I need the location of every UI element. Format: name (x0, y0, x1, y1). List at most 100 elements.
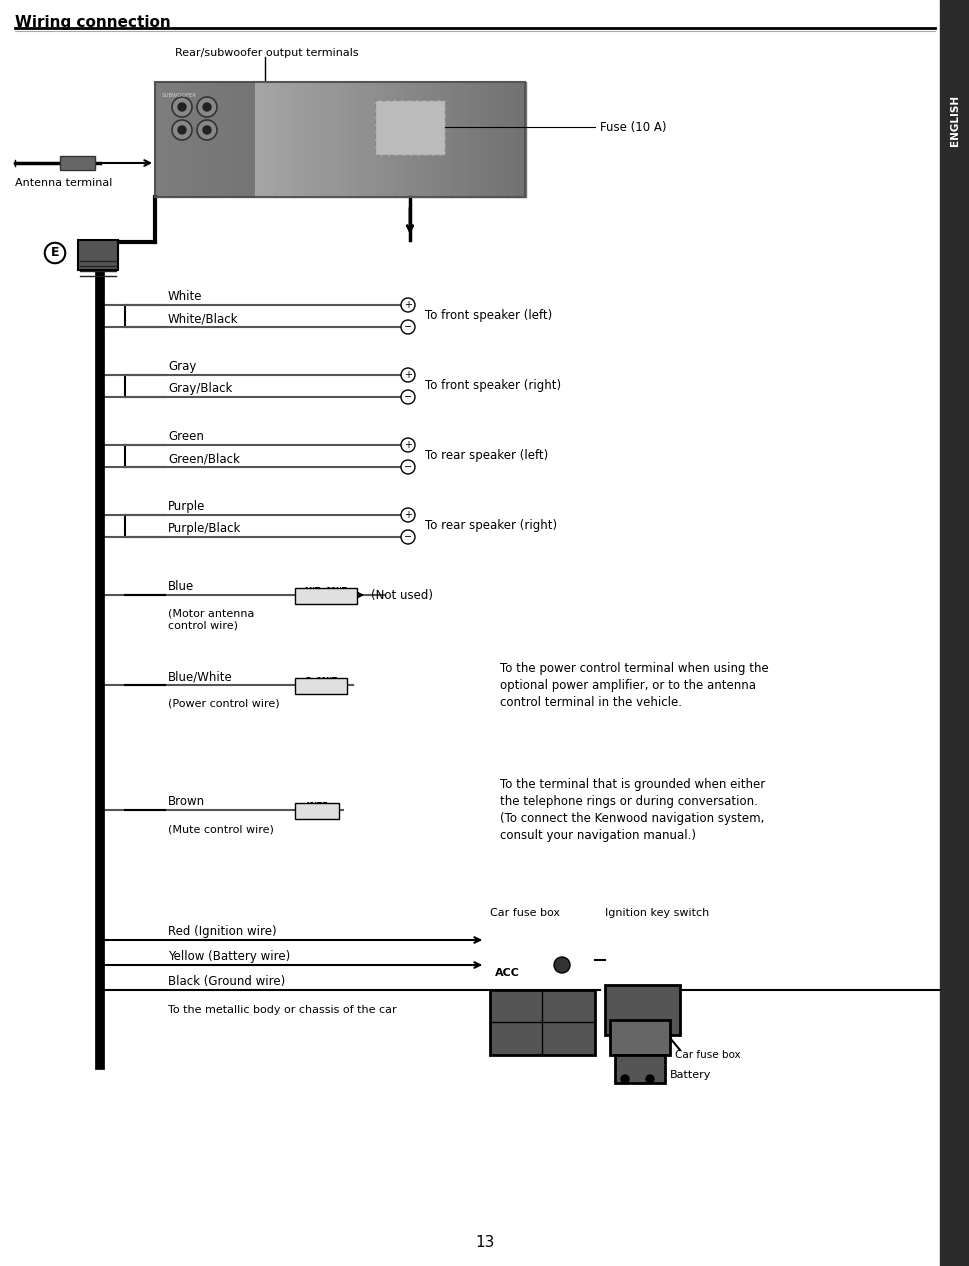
Circle shape (400, 320, 415, 334)
Bar (605, 985, 679, 1036)
Bar (497, 82, 507, 197)
Text: −: − (403, 322, 412, 332)
Text: (Not used): (Not used) (370, 589, 432, 601)
Bar (432, 82, 442, 197)
Bar (330, 82, 341, 197)
Bar (359, 82, 368, 197)
Bar (312, 82, 322, 197)
Text: Red (Ignition wire): Red (Ignition wire) (168, 925, 276, 938)
Circle shape (620, 1075, 628, 1082)
Circle shape (400, 438, 415, 452)
Bar (404, 82, 415, 197)
Text: Blue/White: Blue/White (168, 670, 233, 682)
Text: (Motor antenna: (Motor antenna (168, 609, 254, 619)
Text: To front speaker (left): To front speaker (left) (424, 309, 551, 323)
Circle shape (203, 127, 211, 134)
Bar (459, 82, 470, 197)
Text: Black (Ground wire): Black (Ground wire) (168, 975, 285, 987)
Bar (469, 82, 480, 197)
Text: ENGLISH: ENGLISH (949, 95, 959, 146)
Bar (395, 82, 405, 197)
Bar (210, 82, 221, 197)
Text: Car fuse box: Car fuse box (489, 908, 559, 918)
Text: E: E (50, 247, 59, 260)
Text: +: + (403, 441, 412, 449)
Text: Gray/Black: Gray/Black (168, 382, 233, 395)
Bar (939, 0, 969, 1266)
Text: ACC: ACC (494, 968, 519, 979)
Circle shape (400, 460, 415, 473)
Bar (349, 82, 359, 197)
Bar (377, 82, 387, 197)
Text: control wire): control wire) (168, 622, 237, 630)
Bar (229, 82, 239, 197)
Bar (489, 990, 594, 1055)
Bar (414, 82, 423, 197)
Text: −: − (403, 392, 412, 403)
Text: To rear speaker (left): To rear speaker (left) (424, 449, 547, 462)
Text: Green/Black: Green/Black (168, 452, 239, 465)
Bar (60, 156, 95, 170)
Text: −: − (403, 462, 412, 472)
Text: +: + (403, 300, 412, 310)
Bar (294, 82, 303, 197)
Bar (78, 241, 118, 270)
Text: Battery: Battery (670, 1070, 710, 1080)
Text: Car fuse box: Car fuse box (674, 1050, 740, 1060)
Bar (155, 82, 524, 197)
Bar (220, 82, 230, 197)
Text: (Power control wire): (Power control wire) (168, 699, 279, 709)
Bar (516, 82, 525, 197)
Bar (321, 82, 331, 197)
Text: MUTE: MUTE (306, 801, 328, 812)
Circle shape (400, 390, 415, 404)
Bar (422, 82, 433, 197)
Circle shape (400, 298, 415, 311)
Circle shape (172, 120, 192, 141)
Circle shape (400, 368, 415, 382)
Bar (451, 82, 461, 197)
Text: To front speaker (right): To front speaker (right) (424, 380, 560, 392)
Text: Fuse (10 A): Fuse (10 A) (600, 120, 666, 133)
Text: To rear speaker (right): To rear speaker (right) (424, 519, 556, 533)
Circle shape (400, 530, 415, 544)
Text: To the metallic body or chassis of the car: To the metallic body or chassis of the c… (168, 1005, 396, 1015)
Text: White: White (168, 290, 203, 303)
Circle shape (178, 103, 186, 111)
Bar (173, 82, 183, 197)
Bar (247, 82, 258, 197)
Circle shape (203, 103, 211, 111)
Bar (506, 82, 516, 197)
Bar (238, 82, 248, 197)
Text: ANT CONT: ANT CONT (304, 587, 347, 596)
Bar (340, 82, 350, 197)
Text: Blue: Blue (168, 580, 194, 592)
Bar (295, 587, 357, 604)
Circle shape (197, 120, 217, 141)
Bar (257, 82, 266, 197)
Text: Yellow (Battery wire): Yellow (Battery wire) (168, 950, 290, 963)
Circle shape (553, 957, 570, 974)
Text: To the terminal that is grounded when either
the telephone rings or during conve: To the terminal that is grounded when ei… (499, 779, 765, 842)
Text: Green: Green (168, 430, 203, 443)
Bar (284, 82, 295, 197)
Bar (295, 679, 347, 694)
Text: P.CONT: P.CONT (304, 677, 337, 686)
Text: Wiring connection: Wiring connection (15, 15, 171, 30)
Bar (155, 82, 255, 197)
Bar (302, 82, 313, 197)
Bar (487, 82, 498, 197)
Circle shape (645, 1075, 653, 1082)
Text: +: + (403, 510, 412, 520)
Bar (164, 82, 174, 197)
Circle shape (172, 97, 192, 116)
Bar (479, 82, 488, 197)
Bar (386, 82, 396, 197)
Bar (375, 100, 445, 154)
Text: +: + (403, 370, 412, 380)
Bar (275, 82, 285, 197)
Bar (614, 1055, 665, 1082)
Text: 13: 13 (475, 1236, 494, 1250)
Bar (155, 82, 165, 197)
Bar (295, 803, 338, 819)
